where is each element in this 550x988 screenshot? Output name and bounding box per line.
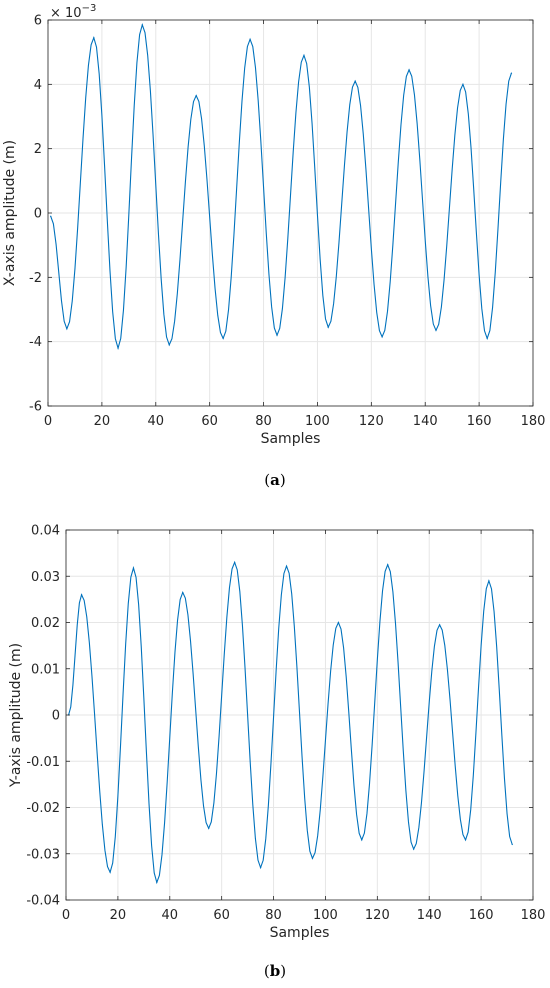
- chart2-y-tick-label: -0.02: [26, 801, 60, 816]
- chart2-series-line: [68, 560, 513, 885]
- chart2-x-tick-label: 40: [162, 908, 179, 923]
- chart1-series-line: [50, 22, 512, 351]
- chart2-data-point: [132, 567, 135, 569]
- chart2-data-point: [337, 621, 340, 624]
- chart1-data-point: [222, 337, 224, 340]
- chart1-y-tick-label: -4: [29, 335, 42, 350]
- chart2-x-tick-label: 100: [313, 908, 338, 923]
- chart2-data-point: [234, 561, 236, 563]
- chart2-data-point: [413, 848, 415, 850]
- chart1-x-tick-label: 60: [201, 414, 218, 429]
- chart2-y-tick-label: 0.03: [31, 570, 60, 585]
- chart1-data-point: [168, 344, 170, 346]
- chart1-y-tick-label: 2: [34, 142, 42, 157]
- chart1-y-tick-label: 0: [34, 207, 42, 222]
- chart2-x-tick-label: 160: [469, 908, 494, 923]
- chart1-y-tick-label: -6: [29, 400, 42, 415]
- chart2-data-point: [156, 881, 158, 884]
- chart2-y-tick-label: 0: [52, 709, 60, 724]
- chart2-y-tick-label: 0.04: [31, 524, 60, 539]
- chart1-y-tick-label: -2: [29, 271, 42, 286]
- chart1-y-exponent: × 10−3: [50, 3, 96, 21]
- chart1-x-axis-label: Samples: [261, 431, 321, 447]
- chart1-x-tick-label: 20: [94, 414, 111, 429]
- chart2-x-tick-label: 120: [365, 908, 390, 923]
- chart2-data-point: [439, 624, 441, 626]
- chart1-x-tick-label: 160: [467, 414, 492, 429]
- chart1-data-point: [249, 38, 251, 40]
- chart1-data-point: [408, 69, 410, 71]
- chart2-data-point: [511, 843, 513, 846]
- chart1-y-tick-label: 6: [34, 14, 42, 29]
- chart2-x-axis-label: Samples: [270, 925, 330, 941]
- chart1-data-point: [510, 72, 513, 74]
- chart2-caption: (b): [264, 962, 286, 980]
- chart2-y-tick-label: -0.03: [26, 847, 60, 862]
- chart1-data-point: [303, 54, 305, 56]
- chart1-data-point: [50, 215, 52, 217]
- chart1-x-tick-label: 180: [521, 414, 546, 429]
- chart2-data-point: [109, 871, 111, 873]
- chart1-x-tick-label: 120: [359, 414, 384, 429]
- chart1-data-point: [354, 80, 356, 82]
- chart1-caption: (a): [264, 471, 285, 489]
- chart2-x-tick-label: 60: [213, 908, 230, 923]
- chart1-x-tick-label: 40: [148, 414, 165, 429]
- chart2-data-point: [259, 867, 262, 869]
- chart1-data-point: [462, 83, 464, 85]
- chart2-data-point: [80, 594, 83, 596]
- chart1-data-point: [141, 24, 143, 26]
- chart2-data-point: [311, 857, 314, 859]
- chart1-x-tick-label: 140: [413, 414, 438, 429]
- chart2-data-point: [208, 827, 210, 829]
- chart2-x-tick-label: 0: [62, 908, 70, 923]
- chart1-data-point: [486, 337, 488, 340]
- chart2-data-point: [361, 839, 363, 841]
- chart1-x-tick-label: 100: [305, 414, 330, 429]
- chart1-x-tick-label: 0: [44, 414, 52, 429]
- chart2-y-tick-label: -0.01: [26, 755, 60, 770]
- chart1-y-axis-label: X-axis amplitude (m): [2, 140, 18, 286]
- chart1-data-point: [195, 94, 197, 97]
- chart2-data-point: [182, 591, 184, 594]
- chart1-data-point: [276, 334, 278, 336]
- chart2-x-tick-label: 20: [110, 908, 127, 923]
- chart1-y-tick-label: 4: [34, 78, 42, 93]
- chart2-data-point: [285, 565, 288, 567]
- chart1-data-point: [66, 328, 68, 330]
- chart2-y-tick-label: 0.01: [31, 662, 60, 677]
- chart2-y-tick-label: 0.02: [31, 616, 60, 631]
- chart2-x-tick-label: 80: [265, 908, 282, 923]
- chart2-data-point: [488, 580, 490, 582]
- chart1-x-tick-label: 80: [255, 414, 272, 429]
- chart2-y-axis-label: Y-axis amplitude (m): [8, 643, 24, 788]
- chart1-data-point: [435, 329, 437, 332]
- chart1-data-point: [93, 37, 95, 39]
- chart1-data-point: [381, 336, 383, 338]
- chart2-x-tick-label: 140: [417, 908, 442, 923]
- chart1-data-point: [117, 347, 119, 349]
- chart2-y-tick-label: -0.04: [26, 894, 60, 909]
- chart1-data-point: [327, 326, 329, 328]
- chart2-x-tick-label: 180: [521, 908, 546, 923]
- chart2-data-point: [464, 839, 467, 841]
- chart2-data-point: [387, 564, 389, 566]
